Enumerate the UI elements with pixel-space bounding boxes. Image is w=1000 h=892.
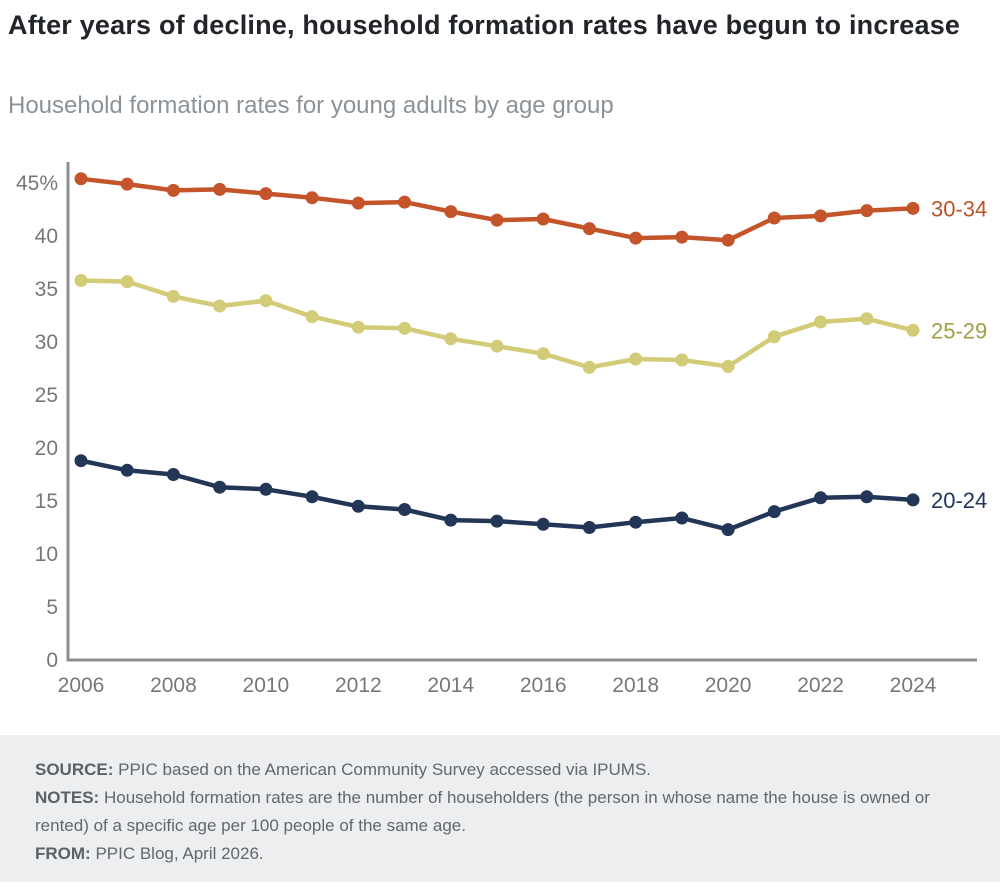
data-point-30-34	[120, 177, 134, 191]
data-point-25-29	[767, 330, 781, 344]
series-line-30-34	[78, 176, 916, 243]
footer-notes: SOURCE: PPIC based on the American Commu…	[0, 735, 1000, 882]
line-chart: 0 5 10 15 20 25 30 35 40 45% 2006 2008 2010 2012 2014 2…	[16, 162, 987, 697]
data-point-30-34	[536, 212, 550, 226]
data-point-25-29	[582, 360, 596, 374]
footer-source-line: SOURCE: PPIC based on the American Commu…	[35, 756, 970, 784]
data-point-20-24	[860, 490, 874, 504]
data-point-20-24	[582, 521, 596, 534]
data-point-30-34	[814, 209, 828, 223]
data-point-25-29	[906, 323, 920, 337]
y-tick-label: 35	[35, 278, 58, 301]
data-point-30-34	[906, 201, 920, 215]
data-point-25-29	[490, 339, 504, 353]
data-point-20-24	[351, 499, 365, 513]
data-point-20-24	[305, 490, 319, 504]
data-point-25-29	[305, 310, 319, 324]
data-point-30-34	[305, 191, 319, 205]
x-tick-label: 2016	[520, 674, 567, 697]
footer-source-text: PPIC based on the American Community Sur…	[113, 760, 652, 779]
data-point-20-24	[814, 491, 828, 505]
data-point-25-29	[536, 347, 550, 361]
data-point-30-34	[721, 233, 735, 247]
series-line-25-29	[78, 278, 916, 370]
data-point-30-34	[582, 222, 596, 236]
footer-notes-line: NOTES: Household formation rates are the…	[35, 784, 970, 840]
data-point-30-34	[675, 230, 689, 244]
data-point-20-24	[536, 517, 550, 531]
y-tick-label: 25	[35, 384, 58, 407]
x-tick-label: 2010	[243, 674, 290, 697]
data-point-25-29	[398, 321, 412, 335]
x-tick-label: 2014	[427, 674, 474, 697]
series-label-20-24: 20-24	[931, 488, 987, 513]
data-point-30-34	[767, 211, 781, 225]
x-tick-label: 2012	[335, 674, 382, 697]
footer-from-line: FROM: PPIC Blog, April 2026.	[35, 840, 970, 868]
data-point-30-34	[444, 205, 458, 219]
footer-from-label: FROM:	[35, 844, 91, 863]
data-point-25-29	[675, 353, 689, 367]
data-point-30-34	[629, 231, 643, 245]
chart-subtitle: Household formation rates for young adul…	[8, 92, 614, 119]
data-point-20-24	[675, 511, 689, 525]
footer-source-label: SOURCE:	[35, 760, 114, 779]
data-point-25-29	[444, 332, 458, 346]
footer-notes-label: NOTES:	[35, 788, 100, 807]
chart-title: After years of decline, household format…	[8, 10, 961, 40]
data-point-20-24	[629, 515, 643, 529]
data-point-25-29	[120, 275, 134, 289]
data-point-20-24	[906, 493, 920, 507]
y-tick-label: 5	[46, 596, 58, 619]
data-point-30-34	[351, 196, 365, 210]
data-point-20-24	[398, 503, 412, 516]
footer-notes-text: Household formation rates are the number…	[35, 788, 930, 835]
data-point-25-29	[74, 274, 88, 287]
series-label-30-34: 30-34	[931, 196, 987, 221]
data-point-20-24	[259, 482, 273, 496]
data-point-30-34	[490, 213, 504, 227]
data-point-25-29	[814, 315, 828, 329]
data-point-20-24	[444, 513, 458, 527]
data-point-20-24	[166, 468, 180, 481]
data-point-20-24	[120, 463, 134, 477]
y-tick-label: 15	[35, 490, 58, 513]
x-tick-label: 2018	[612, 674, 659, 697]
data-point-20-24	[767, 505, 781, 519]
data-point-20-24	[721, 523, 735, 537]
data-point-30-34	[166, 183, 180, 197]
data-point-25-29	[351, 320, 365, 334]
x-tick-label: 2008	[150, 674, 197, 697]
data-point-25-29	[721, 359, 735, 373]
data-point-25-29	[259, 294, 273, 308]
data-point-20-24	[490, 514, 504, 528]
y-tick-label: 10	[35, 543, 58, 566]
data-point-25-29	[629, 352, 643, 366]
data-point-25-29	[166, 289, 180, 303]
y-tick-label: 45%	[16, 172, 58, 195]
y-tick-label: 30	[35, 331, 58, 354]
x-tick-label: 2024	[890, 674, 937, 697]
x-tick-label: 2006	[58, 674, 105, 697]
y-tick-label: 40	[35, 225, 58, 248]
data-point-30-34	[74, 172, 88, 186]
data-point-25-29	[860, 312, 874, 326]
data-point-30-34	[213, 182, 227, 196]
data-point-30-34	[860, 204, 874, 218]
data-point-25-29	[213, 299, 227, 313]
data-point-30-34	[259, 187, 273, 201]
x-tick-label: 2020	[705, 674, 752, 697]
y-tick-label: 0	[46, 649, 58, 672]
y-tick-label: 20	[35, 437, 58, 460]
x-tick-label: 2022	[797, 674, 844, 697]
footer-from-text: PPIC Blog, April 2026.	[90, 844, 264, 863]
data-point-20-24	[74, 454, 88, 468]
data-point-20-24	[213, 480, 227, 494]
series-label-25-29: 25-29	[931, 318, 987, 343]
data-point-30-34	[398, 195, 412, 209]
